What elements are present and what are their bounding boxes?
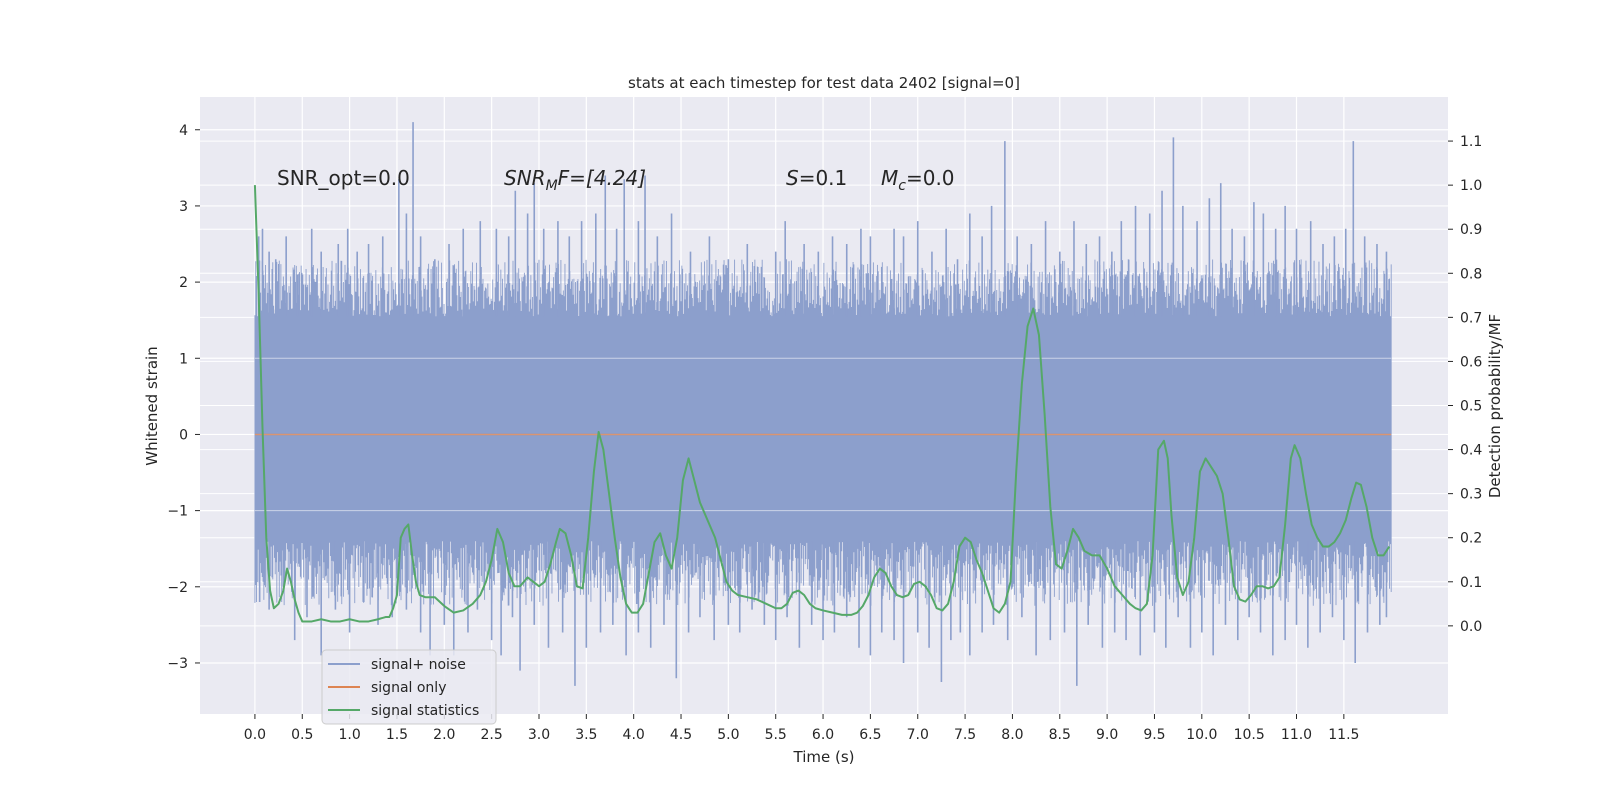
annotation-s: S=0.1 [786,166,847,190]
y2-tick-label: 0.4 [1460,443,1482,459]
x-tick-label: 2.5 [481,727,503,743]
x-tick-label: 9.0 [1096,727,1118,743]
x-tick-label: 7.5 [954,727,976,743]
y2-tick-label: 0.3 [1460,487,1482,503]
y2-tick-label: 0.0 [1460,619,1482,635]
y-tick-label: −2 [167,580,188,596]
mc-rest: =0.0 [906,166,955,190]
y2-tick-label: 0.7 [1460,310,1482,326]
y-axis-label: Whitened strain [143,346,161,465]
x-tick-label: 4.0 [623,727,645,743]
series-signal-statistics [253,185,1391,623]
s-rest: =0.1 [799,166,848,190]
x-tick-label: 1.0 [338,727,360,743]
snr-mf-sub: M [546,178,558,194]
x-tick-label: 10.0 [1186,727,1217,743]
y-tick-label: −3 [167,656,188,672]
y-tick-label: 4 [179,123,188,139]
chart-title: stats at each timestep for test data 240… [628,74,1020,92]
y2-tick-label: 0.8 [1460,266,1482,282]
x-tick-label: 10.5 [1234,727,1265,743]
y2-tick-label: 0.1 [1460,575,1482,591]
y2-tick-label: 0.5 [1460,399,1482,415]
x-tick-label: 9.5 [1143,727,1165,743]
x-axis-ticks: 0.0 0.5 1.0 1.5 2.0 2.5 3.0 3.5 4.0 4.5 5.0 5.5 6.0 6… [244,714,1359,743]
y2-tick-label: 1.0 [1460,178,1482,194]
x-tick-label: 0.5 [291,727,313,743]
mc-sub: c [898,178,906,194]
x-tick-label: 5.5 [765,727,787,743]
legend: signal+ noise signal only signal statist… [321,649,497,725]
legend-label-noise: signal+ noise [371,657,466,673]
x-tick-label: 8.0 [1001,727,1023,743]
legend-box [321,649,497,725]
x-tick-label: 8.5 [1049,727,1071,743]
annotation-snr-mf: SNRMF=[4.24] [504,166,646,194]
legend-label-signal: signal only [371,680,446,696]
annotation-mc: Mc=0.0 [881,166,955,194]
s-var: S [786,166,799,190]
x-tick-label: 0.0 [244,727,266,743]
x-tick-label: 11.0 [1281,727,1312,743]
y2-tick-label: 0.6 [1460,354,1482,370]
snr-mf-rest: F=[4.24] [558,166,646,190]
y-tick-label: 0 [179,427,188,443]
signal-statistics-line [253,185,1391,623]
x-tick-label: 4.5 [670,727,692,743]
noise-fluctuation [254,259,1392,606]
y2-tick-label: 1.1 [1460,134,1482,150]
x-tick-label: 6.0 [812,727,834,743]
y-tick-label: 1 [179,351,188,367]
mc-main: M [881,166,898,190]
x-tick-label: 6.5 [859,727,881,743]
y2-tick-label: 0.9 [1460,222,1482,238]
x-axis-label: Time (s) [793,748,855,766]
y2-axis-ticks: 0.0 0.1 0.2 0.3 0.4 0.5 0.6 0.7 0.8 0.9 1.0 1.1 [1448,134,1482,635]
x-tick-label: 2.0 [433,727,455,743]
x-tick-label: 7.0 [907,727,929,743]
x-tick-label: 3.5 [575,727,597,743]
x-tick-label: 1.5 [386,727,408,743]
y-tick-label: −1 [167,504,188,520]
legend-label-stats: signal statistics [371,703,479,719]
y-axis-ticks: −3 −2 −1 0 1 2 3 4 [167,123,200,672]
y-tick-label: 3 [179,199,188,215]
x-tick-label: 3.0 [528,727,550,743]
snr-mf-main: SNR [504,166,546,190]
annotation-snr-opt: SNR_opt=0.0 [277,166,410,190]
y2-tick-label: 0.2 [1460,531,1482,547]
x-tick-label: 11.5 [1328,727,1359,743]
y-tick-label: 2 [179,275,188,291]
y2-axis-label: Detection probability/MF [1486,314,1504,498]
x-tick-label: 5.0 [717,727,739,743]
